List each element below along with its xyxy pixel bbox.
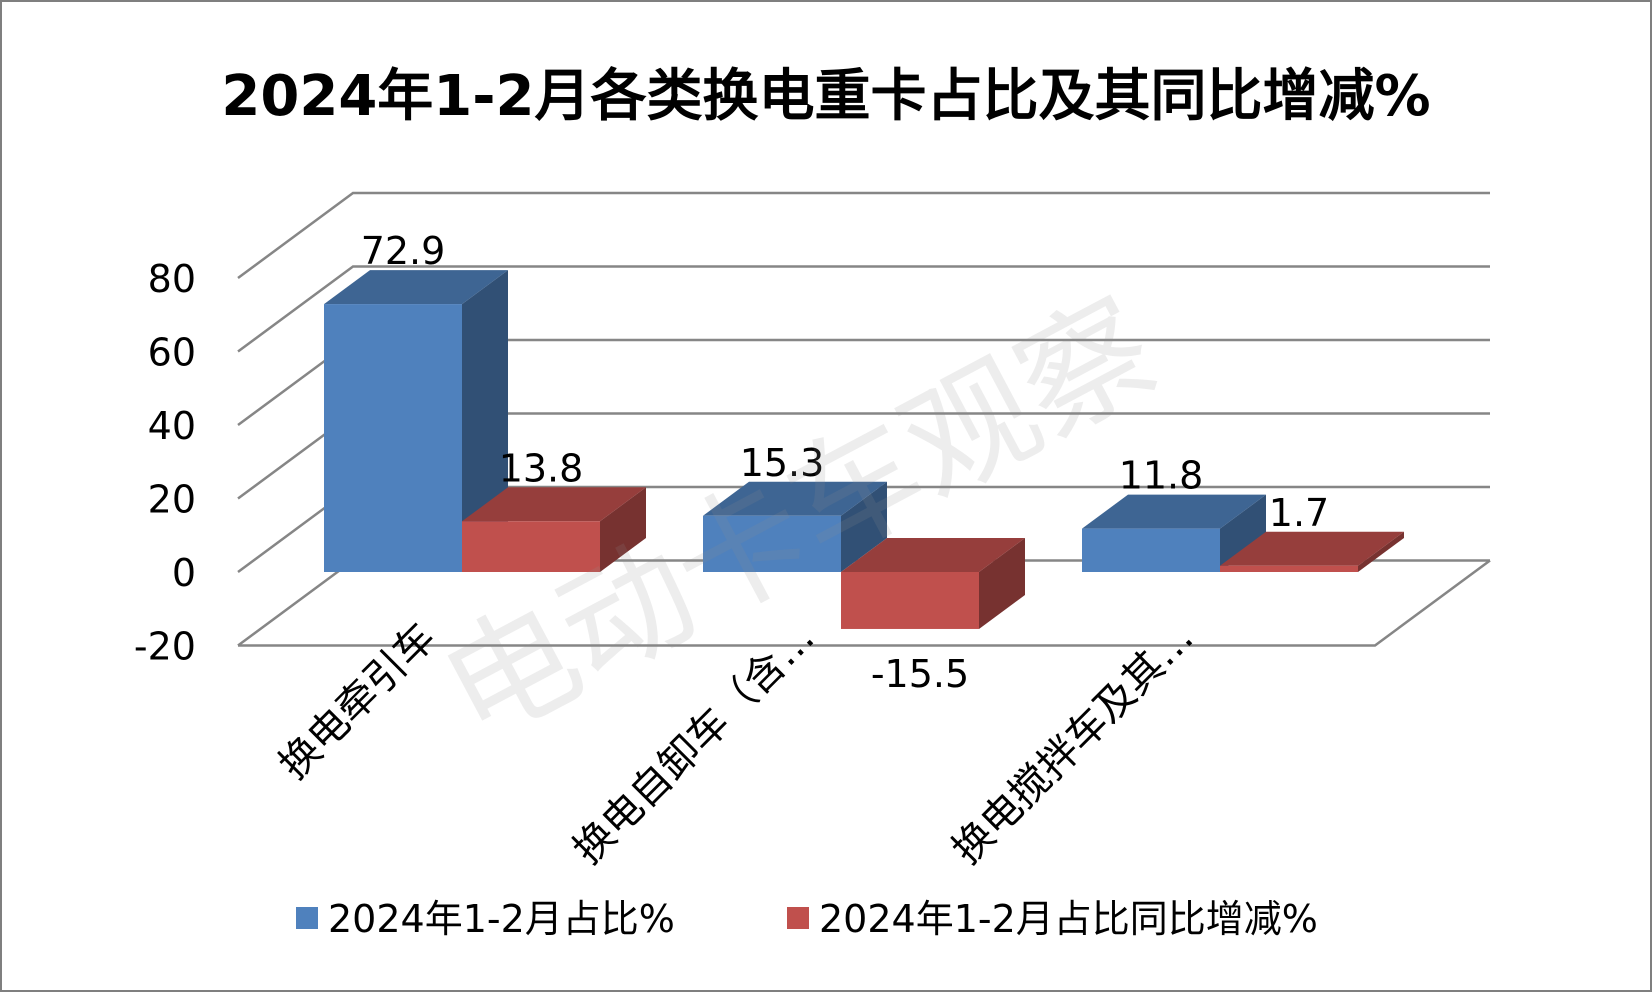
chart-title: 2024年1-2月各类换电重卡占比及其同比增减% [221, 64, 1430, 129]
legend-swatch [787, 907, 809, 929]
data-labels: 72.9 13.8 15.3 -15.5 11.8 1.7 [361, 229, 1330, 696]
bar-side-face [841, 481, 887, 572]
bar [324, 270, 508, 572]
bar-top-face [1220, 531, 1404, 566]
data-label: 13.8 [499, 446, 584, 490]
bar-front-face [462, 521, 600, 572]
gridline [237, 191, 1490, 280]
legend-label: 2024年1-2月占比% [328, 897, 675, 941]
data-label: 1.7 [1269, 491, 1329, 535]
y-tick-label: 40 [148, 404, 196, 448]
bar-top-face [324, 270, 508, 305]
bar-top-face [462, 487, 646, 522]
y-tick-label: -20 [134, 625, 196, 669]
bar [1220, 531, 1404, 572]
legend-swatch [296, 907, 318, 929]
data-label: -15.5 [871, 652, 969, 696]
bar-side-face [979, 538, 1025, 629]
bar-side-face [600, 487, 646, 572]
bar-side-face [1358, 531, 1404, 572]
data-label: 72.9 [361, 229, 446, 273]
bar-front-face [703, 515, 841, 572]
bar-top-face [1082, 494, 1266, 529]
bar-top-face [703, 481, 887, 516]
bar [1082, 494, 1266, 572]
gridline [237, 265, 1490, 353]
data-label: 15.3 [740, 441, 825, 485]
floor-front-edge [238, 559, 1491, 647]
bars [324, 270, 1404, 629]
bar-front-face [324, 304, 462, 572]
y-tick-label: 0 [172, 551, 196, 595]
bar-front-face [1220, 565, 1358, 572]
bar-front-face [1082, 528, 1220, 572]
y-axis: 80 60 40 20 0 -20 [134, 257, 196, 669]
y-tick-label: 60 [148, 331, 196, 375]
y-tick-label: 20 [148, 478, 196, 522]
bar [462, 487, 646, 572]
bar-side-face [1220, 494, 1266, 572]
bar [703, 481, 887, 572]
legend-label: 2024年1-2月占比同比增减% [819, 897, 1318, 941]
bar-front-face [841, 572, 979, 629]
bar-top-face [841, 538, 1025, 572]
data-label: 11.8 [1119, 454, 1204, 498]
bar [841, 538, 1025, 629]
y-tick-label: 80 [148, 257, 196, 301]
legend: 2024年1-2月占比% 2024年1-2月占比同比增减% [296, 897, 1318, 941]
